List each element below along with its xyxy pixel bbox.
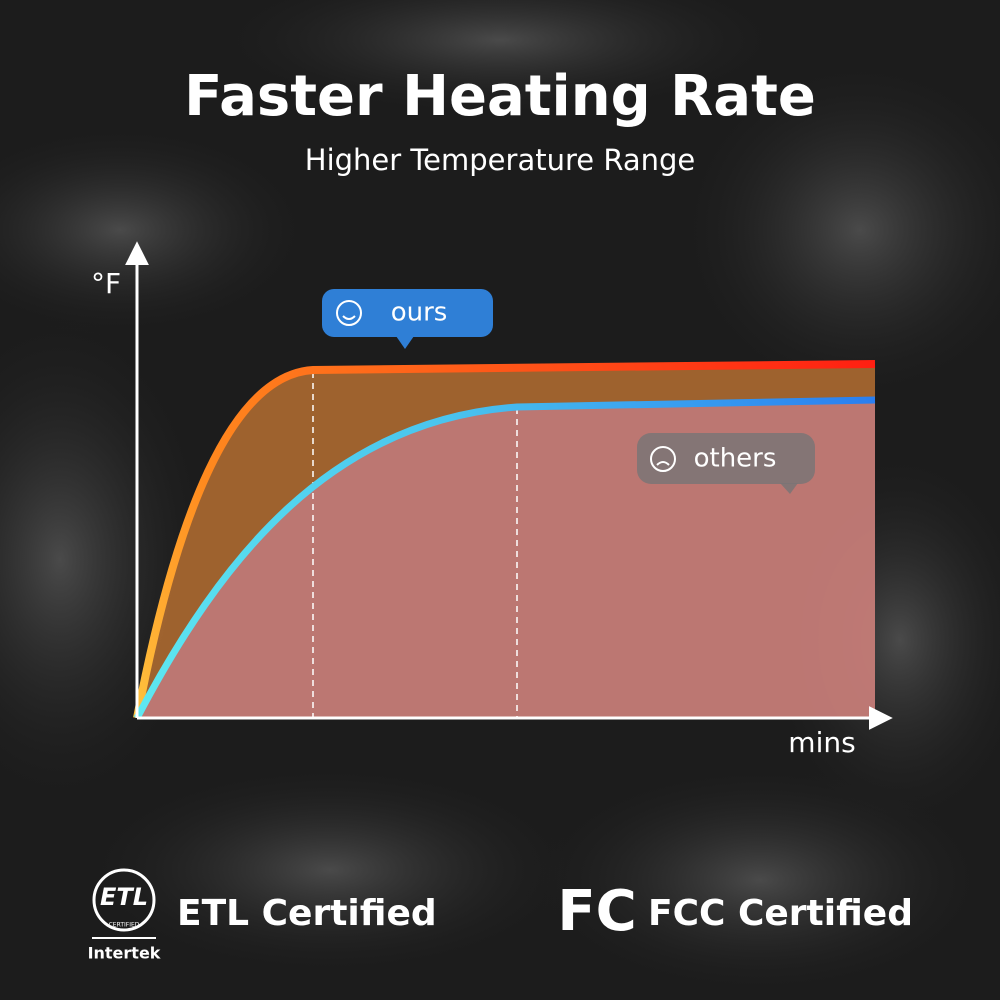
y-axis-label: °F xyxy=(91,267,121,300)
ours-label: ours xyxy=(391,298,448,328)
etl-logo xyxy=(92,868,156,932)
etl-brand: Intertek xyxy=(88,944,161,963)
others-curve xyxy=(133,396,876,720)
etl-logo-text: ETL xyxy=(100,883,148,911)
bubble-box xyxy=(637,433,815,484)
ours-curve xyxy=(133,360,876,719)
smile-icon xyxy=(336,300,362,326)
smile-mouth xyxy=(342,315,356,320)
bubble-box xyxy=(322,289,493,337)
chart: °F mins ours others xyxy=(91,241,893,759)
others-label: others xyxy=(694,444,777,474)
subtitle: Higher Temperature Range xyxy=(305,143,695,177)
sad-mouth xyxy=(656,461,670,466)
fcc-label: FCC Certified xyxy=(648,893,913,934)
etl-label: ETL Certified xyxy=(177,893,437,934)
sad-icon xyxy=(650,446,676,472)
fcc-certification: FC FCC Certified xyxy=(557,879,913,944)
etl-certification: ETL CERTIFIED Intertek ETL Certified xyxy=(88,868,437,963)
bubble-pointer xyxy=(396,336,414,349)
x-axis-label: mins xyxy=(788,726,855,759)
ours-bubble: ours xyxy=(322,289,493,349)
title: Faster Heating Rate xyxy=(184,64,816,129)
bubble-pointer xyxy=(780,483,798,494)
etl-logo-subtext: CERTIFIED xyxy=(109,922,140,929)
others-bubble: others xyxy=(637,433,815,494)
fcc-logo-text: FC xyxy=(557,879,636,944)
